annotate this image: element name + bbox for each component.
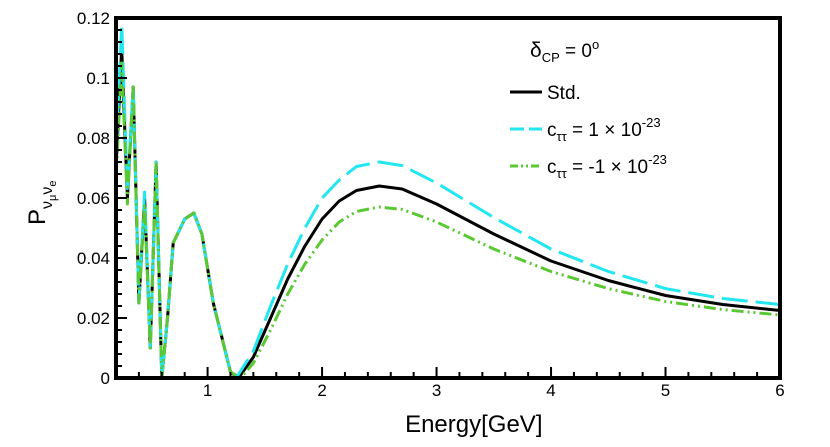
legend-header-sup: o	[592, 37, 599, 52]
series-line-1	[114, 22, 781, 380]
y-tick-label: 0	[101, 369, 110, 388]
legend-header: δCP = 0o	[530, 37, 599, 65]
series-line-0	[114, 46, 781, 380]
legend-ctt-negative-prefix: c	[547, 157, 557, 178]
x-tick-label: 3	[432, 381, 441, 400]
y-tick-label: 0.1	[86, 69, 110, 88]
y-axis-title-sub2: ν	[39, 187, 56, 195]
legend-header-sub: CP	[542, 50, 560, 65]
ticks-group: 1 2 3 4 5 6 0 0.02 0.04 0.06 0.08 0.1 0.12	[77, 9, 785, 400]
legend-ctt-positive-sup: -23	[642, 115, 661, 130]
legend-label-ctt-positive: cττ = 1 × 10-23	[547, 115, 661, 144]
plot-frame	[114, 16, 782, 380]
y-tick-label: 0.04	[77, 249, 110, 268]
y-axis-title-subsub1: μ	[47, 195, 59, 201]
legend-ctt-positive-value: = 1 × 10	[567, 120, 642, 141]
x-tick-label: 1	[203, 381, 212, 400]
y-tick-label: 0.02	[77, 309, 110, 328]
legend-label-ctt-negative: cττ = -1 × 10-23	[547, 152, 667, 181]
series-group	[114, 22, 781, 380]
legend-header-value: = 0	[560, 41, 592, 62]
legend-ctt-negative-value: = -1 × 10	[567, 157, 648, 178]
x-tick-label: 5	[661, 381, 670, 400]
y-tick-label: 0.08	[77, 129, 110, 148]
y-axis-title: Pνμνe	[24, 181, 59, 225]
series-line-2	[114, 61, 781, 380]
y-axis-title-sub1: ν	[39, 201, 56, 209]
legend-ctt-positive-prefix: c	[547, 120, 557, 141]
y-tick-label: 0.12	[77, 9, 110, 28]
x-tick-label: 6	[775, 381, 784, 400]
legend-label-std: Std.	[547, 83, 581, 104]
x-tick-label: 4	[546, 381, 555, 400]
legend-ctt-negative-sub: ττ	[557, 166, 568, 181]
legend-ctt-negative-sup: -23	[648, 152, 667, 167]
legend-ctt-positive-sub: ττ	[557, 129, 568, 144]
x-tick-label: 2	[317, 381, 326, 400]
legend-header-delta: δ	[530, 39, 542, 62]
legend: δCP = 0o Std. cττ = 1 × 10-23 cττ = -1 ×…	[510, 37, 667, 181]
y-axis-title-main: P	[24, 209, 51, 225]
y-tick-label: 0.06	[77, 189, 110, 208]
x-axis-title: Energy[GeV]	[405, 411, 542, 438]
y-axis-title-subsub2: e	[47, 181, 59, 187]
